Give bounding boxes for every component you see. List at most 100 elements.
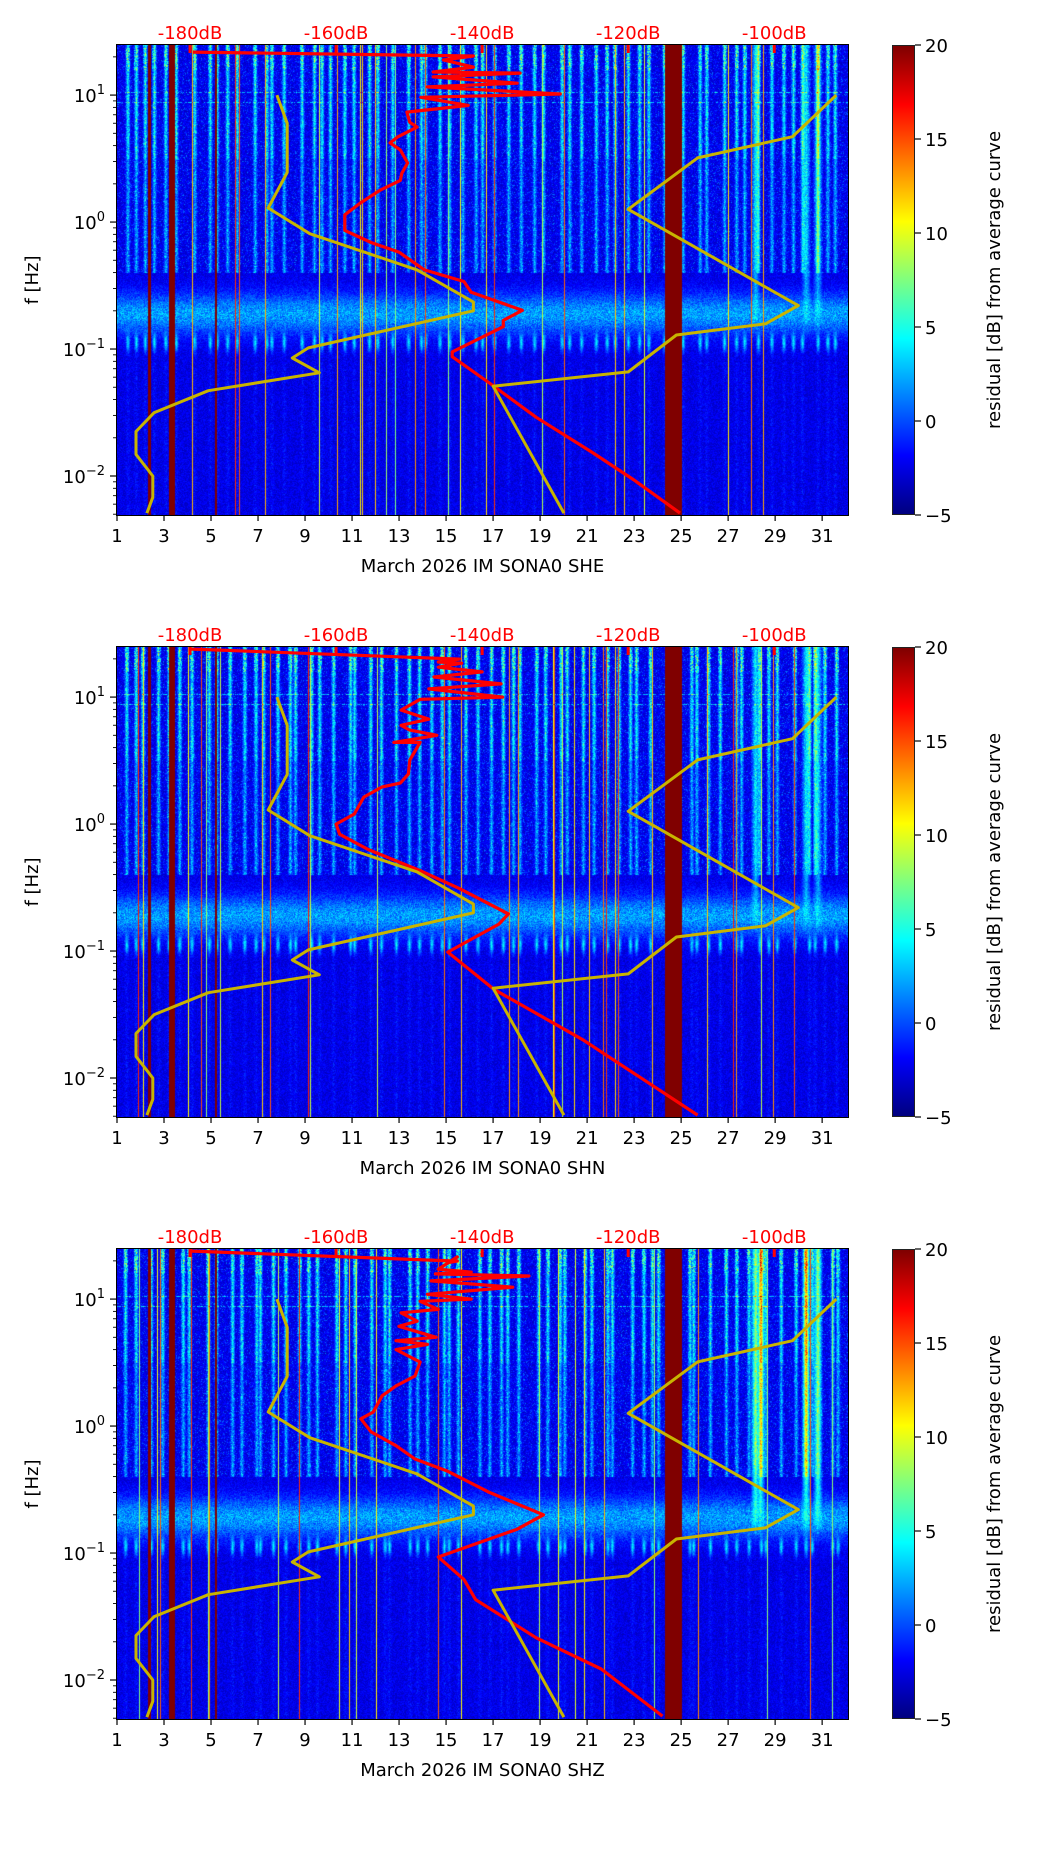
colorbar-label: residual [dB] from average curve xyxy=(984,1335,1005,1633)
spectrogram-plot-area xyxy=(117,647,848,1117)
spectrogram-plot-area xyxy=(117,45,848,515)
x-tick-label: 15 xyxy=(435,526,458,547)
x-axis-label: March 2026 IM SONA0 SHZ xyxy=(360,1760,605,1781)
x-tick-label: 27 xyxy=(717,1128,740,1149)
nhnm-curve-line xyxy=(491,94,838,514)
y-tick-label: 10−1 xyxy=(63,1541,105,1565)
colorbar xyxy=(892,647,915,1117)
x-tick-label: 27 xyxy=(717,526,740,547)
x-tick-label: 11 xyxy=(341,526,364,547)
y-tick-exponent: 1 xyxy=(97,83,105,98)
colorbar-tick-label: 10 xyxy=(925,1428,948,1449)
colorbar xyxy=(892,45,915,515)
y-tick-base: 10 xyxy=(63,1544,86,1565)
x-tick-label: 17 xyxy=(482,1730,505,1751)
x-tick-label: 7 xyxy=(252,526,263,547)
x-tick-label: 9 xyxy=(299,1730,310,1751)
colorbar-tick-label: 15 xyxy=(925,732,948,753)
x-tick-label: 21 xyxy=(576,526,599,547)
colorbar-tick-label: 0 xyxy=(925,1616,936,1637)
spectrogram-heatmap xyxy=(117,45,848,515)
y-tick-label: 100 xyxy=(74,210,105,234)
db-tick-label: -100dB xyxy=(742,23,807,44)
curve-overlay xyxy=(134,1249,838,1718)
x-tick-label: 29 xyxy=(764,526,787,547)
average-curve-line xyxy=(192,50,681,515)
colorbar-label: residual [dB] from average curve xyxy=(984,733,1005,1031)
x-tick-label: 9 xyxy=(299,1128,310,1149)
y-tick-base: 10 xyxy=(74,1417,97,1438)
average-curve-line xyxy=(189,1249,664,1718)
colorbar-tick-label: 5 xyxy=(925,318,936,339)
y-axis-label: f [Hz] xyxy=(22,857,43,906)
y-tick-base: 10 xyxy=(74,86,97,107)
x-tick-label: 31 xyxy=(811,526,834,547)
y-tick-exponent: −1 xyxy=(86,1541,105,1556)
y-tick-label: 10−2 xyxy=(63,1668,105,1692)
y-tick-base: 10 xyxy=(63,340,86,361)
y-tick-label: 101 xyxy=(74,83,105,107)
x-tick-label: 15 xyxy=(435,1730,458,1751)
x-tick-label: 5 xyxy=(205,526,216,547)
colorbar-tick-label: 0 xyxy=(925,1014,936,1035)
colorbar-tick-label: 5 xyxy=(925,1522,936,1543)
panel-she: -180dB -160dB -140dB -120dB -100dB 1 3 5 7 9 11 13 1… xyxy=(0,23,1052,647)
y-tick-exponent: 0 xyxy=(97,812,105,827)
colorbar-tick-label: −5 xyxy=(925,1710,952,1731)
db-tick-label: -160dB xyxy=(304,23,369,44)
y-tick-exponent: −2 xyxy=(86,464,105,479)
x-tick-label: 25 xyxy=(670,1730,693,1751)
nlnm-curve-line xyxy=(134,1298,475,1718)
x-tick-label: 9 xyxy=(299,526,310,547)
x-tick-label: 19 xyxy=(529,526,552,547)
nhnm-curve-line xyxy=(491,696,838,1116)
x-tick-label: 13 xyxy=(388,1730,411,1751)
nhnm-curve-line xyxy=(491,1298,838,1718)
x-tick-label: 23 xyxy=(623,1730,646,1751)
colorbar xyxy=(892,1249,915,1719)
db-tick-label: -140dB xyxy=(450,23,515,44)
x-tick-label: 17 xyxy=(482,526,505,547)
db-tick-label: -120dB xyxy=(596,23,661,44)
x-tick-label: 1 xyxy=(111,1128,122,1149)
y-tick-label: 100 xyxy=(74,1414,105,1438)
x-tick-label: 25 xyxy=(670,526,693,547)
y-tick-base: 10 xyxy=(74,688,97,709)
y-tick-label: 10−1 xyxy=(63,337,105,361)
colorbar-tick-label: 0 xyxy=(925,412,936,433)
panel-shn: -180dB -160dB -140dB -120dB -100dB 1 3 5 7 9 11 13 1… xyxy=(0,625,1052,1249)
x-tick-label: 17 xyxy=(482,1128,505,1149)
y-tick-label: 10−2 xyxy=(63,464,105,488)
colorbar-tick-label: 20 xyxy=(925,36,948,57)
colorbar-tick-label: 10 xyxy=(925,224,948,245)
y-tick-base: 10 xyxy=(63,942,86,963)
y-tick-base: 10 xyxy=(63,467,86,488)
y-tick-exponent: 0 xyxy=(97,1414,105,1429)
x-tick-label: 19 xyxy=(529,1730,552,1751)
spectrogram-heatmap xyxy=(117,1249,848,1719)
x-tick-label: 29 xyxy=(764,1730,787,1751)
y-tick-base: 10 xyxy=(63,1671,86,1692)
x-tick-label: 5 xyxy=(205,1128,216,1149)
y-tick-label: 101 xyxy=(74,685,105,709)
colorbar-tick-label: 15 xyxy=(925,1334,948,1355)
average-curve-line xyxy=(189,647,699,1117)
colorbar-tick-label: 5 xyxy=(925,920,936,941)
curve-overlay xyxy=(134,647,838,1117)
x-tick-label: 1 xyxy=(111,526,122,547)
x-tick-label: 3 xyxy=(158,526,169,547)
db-tick-label: -180dB xyxy=(158,23,223,44)
x-tick-label: 27 xyxy=(717,1730,740,1751)
y-tick-exponent: 1 xyxy=(97,685,105,700)
x-tick-label: 21 xyxy=(576,1730,599,1751)
y-tick-base: 10 xyxy=(74,1290,97,1311)
y-tick-exponent: 1 xyxy=(97,1287,105,1302)
nlnm-curve-line xyxy=(134,94,475,514)
x-tick-label: 13 xyxy=(388,526,411,547)
y-tick-base: 10 xyxy=(74,815,97,836)
x-tick-label: 19 xyxy=(529,1128,552,1149)
x-tick-label: 3 xyxy=(158,1128,169,1149)
x-tick-label: 23 xyxy=(623,526,646,547)
x-tick-label: 11 xyxy=(341,1128,364,1149)
x-tick-label: 3 xyxy=(158,1730,169,1751)
